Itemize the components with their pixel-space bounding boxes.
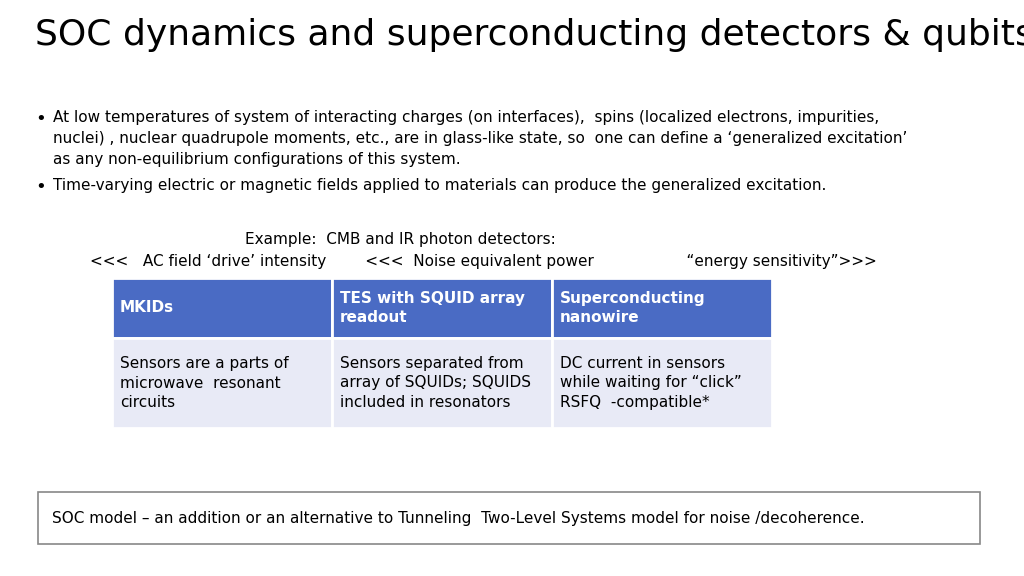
Bar bbox=[332, 278, 552, 338]
Text: SOC dynamics and superconducting detectors & qubits?: SOC dynamics and superconducting detecto… bbox=[35, 18, 1024, 52]
Text: <<<   AC field ‘drive’ intensity        <<<  Noise equivalent power             : <<< AC field ‘drive’ intensity <<< Noise… bbox=[90, 254, 877, 269]
Bar bbox=[552, 278, 772, 338]
Text: DC current in sensors
while waiting for “click”
RSFQ  -compatible*: DC current in sensors while waiting for … bbox=[560, 356, 741, 410]
Text: Time-varying electric or magnetic fields applied to materials can produce the ge: Time-varying electric or magnetic fields… bbox=[53, 178, 826, 193]
Bar bbox=[112, 278, 332, 338]
Bar bbox=[38, 492, 980, 544]
Text: TES with SQUID array
readout: TES with SQUID array readout bbox=[340, 291, 525, 325]
Text: Example:  CMB and IR photon detectors:: Example: CMB and IR photon detectors: bbox=[245, 232, 556, 247]
Text: At low temperatures of system of interacting charges (on interfaces),  spins (lo: At low temperatures of system of interac… bbox=[53, 110, 907, 167]
Text: •: • bbox=[35, 178, 46, 196]
Text: •: • bbox=[35, 110, 46, 128]
Bar bbox=[112, 338, 332, 428]
Text: Superconducting
nanowire: Superconducting nanowire bbox=[560, 291, 706, 325]
Text: MKIDs: MKIDs bbox=[120, 301, 174, 316]
Bar bbox=[552, 338, 772, 428]
Bar bbox=[332, 338, 552, 428]
Text: Sensors are a parts of
microwave  resonant
circuits: Sensors are a parts of microwave resonan… bbox=[120, 356, 289, 410]
Text: SOC model – an addition or an alternative to Tunneling  Two-Level Systems model : SOC model – an addition or an alternativ… bbox=[52, 510, 864, 525]
Text: Sensors separated from
array of SQUIDs; SQUIDS
included in resonators: Sensors separated from array of SQUIDs; … bbox=[340, 356, 531, 410]
